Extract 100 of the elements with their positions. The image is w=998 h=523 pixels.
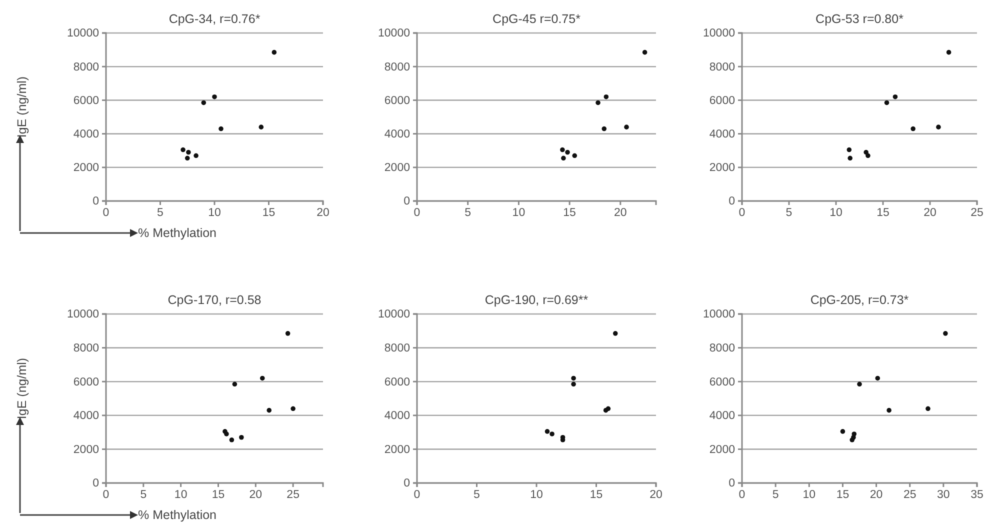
x-tick-label: 0	[102, 207, 110, 220]
x-tick-label: 5	[157, 207, 164, 220]
x-tick-label: 10	[530, 489, 543, 502]
y-tick-label: 8000	[73, 342, 99, 354]
point	[875, 376, 880, 381]
point	[612, 331, 618, 336]
x-tick-label: 0	[738, 207, 746, 220]
x-tick-label: 15	[212, 489, 225, 502]
point	[857, 382, 862, 387]
point	[194, 153, 198, 158]
point	[218, 126, 224, 132]
y-tick-label: 6000	[709, 94, 735, 107]
point	[892, 94, 898, 100]
x-tick-label: 0	[414, 207, 420, 220]
point	[926, 406, 930, 412]
y-tick-label: 6000	[384, 376, 410, 388]
point	[572, 153, 578, 158]
x-tick-label: 15	[563, 207, 576, 220]
y-tick-label: 0	[404, 196, 410, 208]
y-tick-label: 0	[728, 196, 735, 208]
y-axis-title: IgE (ng/ml)	[15, 358, 29, 420]
x-tick-label: 25	[970, 207, 984, 220]
y-tick-label: 4000	[73, 410, 99, 422]
y-tick-label: 8000	[384, 61, 410, 74]
y-tick-label: 0	[728, 478, 735, 490]
chart-title: CpG-190, r=0.69**	[484, 293, 588, 307]
x-tick-label: 15	[590, 489, 603, 502]
y-tick-label: 2000	[384, 444, 410, 456]
point	[840, 429, 846, 434]
x-tick-label: 25	[903, 489, 916, 502]
point	[642, 50, 648, 55]
x-tick-label: 0	[414, 489, 420, 502]
chart-title: CpG-170, r=0.58	[168, 293, 262, 307]
y-tick-label: 2000	[384, 162, 410, 174]
point	[272, 50, 277, 55]
point	[943, 331, 948, 336]
point	[201, 100, 206, 106]
y-tick-label: 4000	[709, 128, 735, 140]
x-tick-label: 5	[464, 207, 472, 220]
point	[848, 156, 852, 161]
point	[239, 434, 244, 440]
chart-title: CpG-45 r=0.75*	[492, 12, 581, 26]
chart-title: CpG-34, r=0.76*	[168, 12, 260, 26]
y-tick-label: 2000	[709, 444, 735, 456]
point	[850, 438, 855, 442]
y-tick-label: 10000	[378, 308, 410, 321]
y-tick-label: 6000	[73, 376, 99, 388]
x-tick-label: 0	[102, 489, 110, 502]
point	[946, 50, 952, 55]
y-tick-label: 0	[92, 196, 99, 208]
x-axis-title: % Methylation	[138, 226, 217, 240]
x-tick-label: 20	[650, 489, 662, 502]
point	[604, 94, 609, 100]
x-tick-label: 5	[786, 207, 792, 220]
x-tick-label: 10	[174, 489, 188, 502]
point	[544, 429, 550, 434]
x-tick-label: 15	[262, 207, 276, 220]
point	[232, 382, 238, 387]
x-tick-label: 20	[614, 207, 627, 220]
point	[561, 156, 566, 161]
x-tick-label: 35	[970, 489, 984, 502]
chart-title: CpG-205, r=0.73*	[810, 293, 909, 307]
point	[866, 153, 870, 158]
point	[224, 432, 229, 436]
point	[846, 147, 852, 152]
point	[290, 406, 296, 412]
point	[884, 100, 890, 106]
y-tick-label: 8000	[73, 61, 99, 74]
x-tick-label: 10	[208, 207, 221, 220]
x-tick-label: 10	[802, 489, 816, 502]
y-tick-label: 10000	[67, 28, 99, 40]
y-tick-label: 6000	[384, 94, 410, 107]
point	[602, 126, 607, 132]
x-tick-label: 20	[249, 489, 262, 502]
y-tick-label: 0	[404, 478, 410, 490]
x-tick-label: 20	[316, 207, 330, 220]
y-tick-label: 2000	[709, 162, 735, 174]
x-tick-label: 15	[836, 489, 850, 502]
x-tick-label: 10	[830, 207, 842, 220]
y-tick-label: 10000	[703, 28, 735, 40]
point	[571, 382, 576, 387]
point	[910, 126, 916, 132]
x-tick-label: 15	[876, 207, 890, 220]
point	[550, 432, 554, 436]
y-axis-title: IgE (ng/ml)	[15, 76, 29, 138]
point	[936, 124, 941, 130]
y-tick-label: 4000	[709, 410, 735, 422]
point	[560, 147, 565, 152]
point	[285, 331, 290, 336]
y-tick-label: 8000	[709, 342, 735, 354]
y-tick-label: 10000	[67, 308, 99, 321]
point	[571, 376, 576, 381]
y-tick-label: 4000	[73, 128, 99, 140]
point	[596, 100, 600, 106]
y-tick-label: 8000	[384, 342, 410, 354]
y-tick-label: 2000	[73, 162, 99, 174]
y-tick-label: 6000	[73, 94, 99, 107]
y-tick-label: 6000	[709, 376, 735, 388]
point	[258, 124, 264, 130]
x-tick-label: 30	[937, 489, 950, 502]
